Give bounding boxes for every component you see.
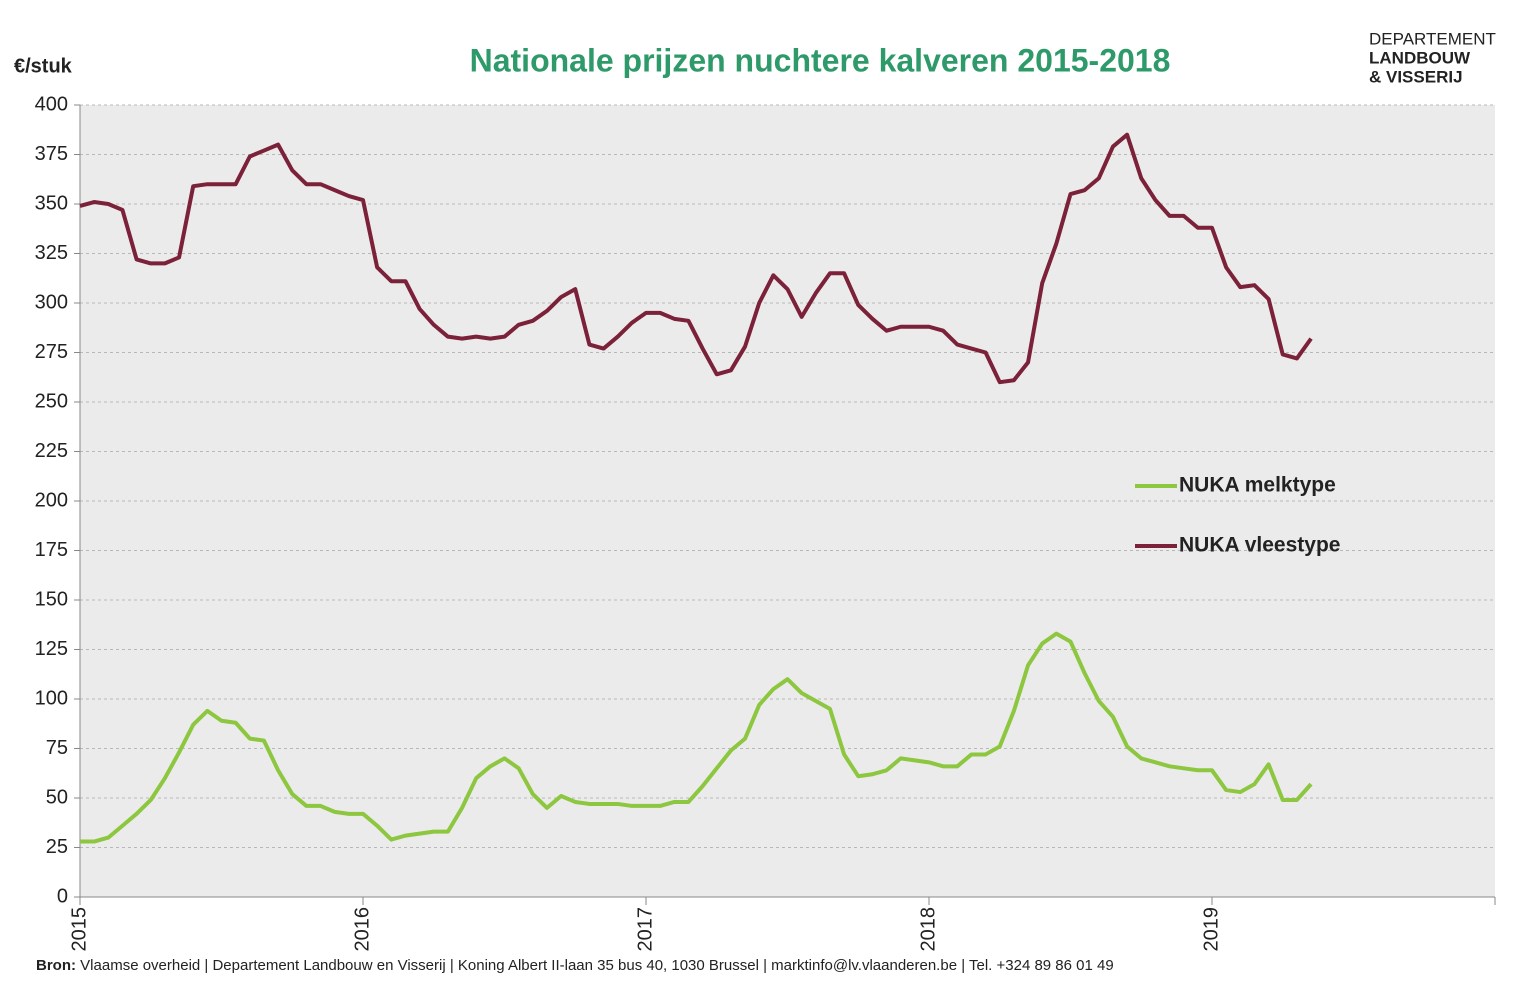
- source-label: Bron:: [36, 957, 76, 974]
- legend-label: NUKA vleestype: [1179, 534, 1340, 557]
- logo-line: LANDBOUW: [1369, 48, 1471, 67]
- source-text: Vlaamse overheid | Departement Landbouw …: [80, 957, 1114, 974]
- y-tick-label: 350: [35, 192, 68, 214]
- y-tick-label: 150: [35, 588, 68, 610]
- chart-title: Nationale prijzen nuchtere kalveren 2015…: [470, 42, 1171, 78]
- x-tick-label: 2018: [917, 907, 939, 952]
- y-tick-label: 375: [35, 143, 68, 165]
- series-line: [80, 631, 1313, 844]
- x-tick-label: 2017: [634, 907, 656, 952]
- x-tick-label: 2016: [351, 907, 373, 952]
- y-tick-label: 300: [35, 291, 68, 313]
- y-tick-label: 75: [46, 737, 68, 759]
- y-tick-label: 125: [35, 638, 68, 660]
- y-axis-label: €/stuk: [14, 55, 73, 77]
- y-tick-label: 400: [35, 93, 68, 115]
- y-tick-label: 325: [35, 242, 68, 264]
- y-tick-label: 225: [35, 440, 68, 462]
- y-tick-label: 100: [35, 687, 68, 709]
- legend-label: NUKA melktype: [1179, 474, 1336, 497]
- y-tick-label: 250: [35, 390, 68, 412]
- logo-line: DEPARTEMENT: [1369, 29, 1496, 48]
- y-tick-label: 25: [46, 836, 68, 858]
- logo-line: & VISSERIJ: [1369, 67, 1463, 86]
- y-tick-label: 200: [35, 489, 68, 511]
- y-tick-label: 50: [46, 786, 68, 808]
- y-tick-label: 275: [35, 341, 68, 363]
- y-tick-label: 175: [35, 539, 68, 561]
- x-tick-label: 2015: [68, 907, 90, 952]
- y-tick-label: 0: [57, 885, 68, 907]
- series-line: [79, 132, 1313, 385]
- x-tick-label: 2019: [1200, 907, 1222, 952]
- source: Bron: Vlaamse overheid | Departement Lan…: [36, 957, 1114, 974]
